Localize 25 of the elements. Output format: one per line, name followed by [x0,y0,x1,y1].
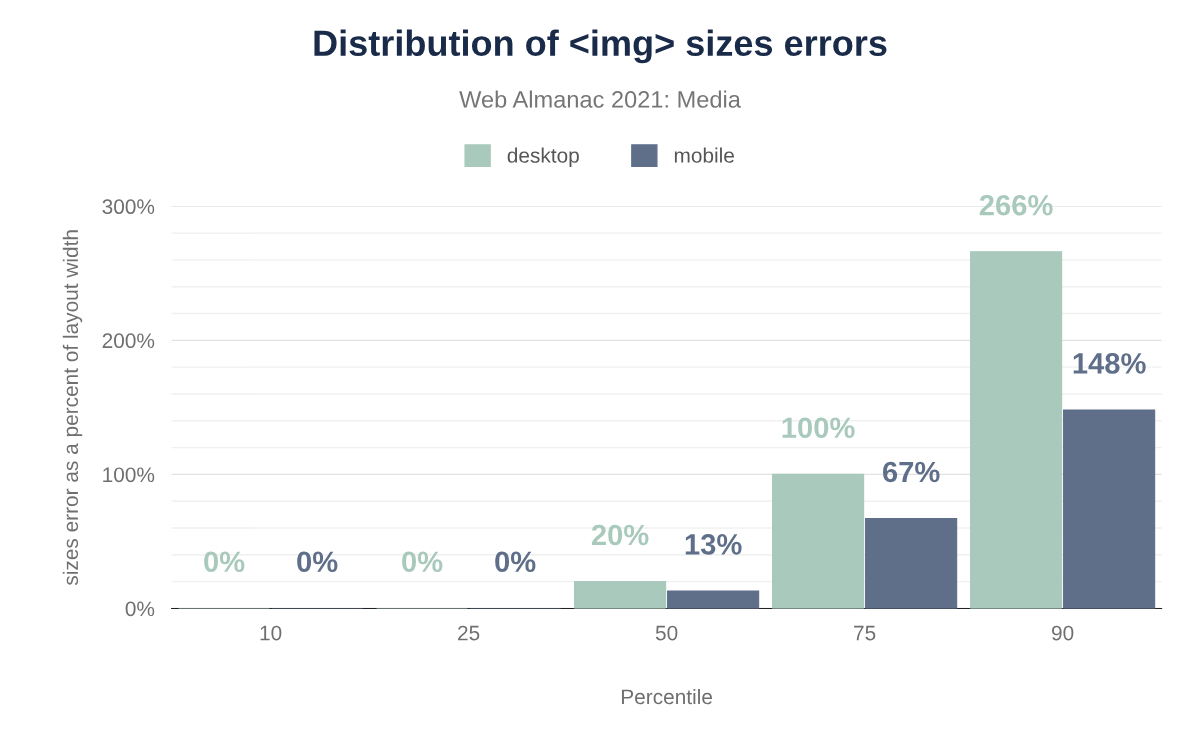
data-label: 67% [883,461,940,483]
y-axis-title: sizes error as a percent of layout width [62,230,83,586]
x-axis-title: Percentile [621,688,712,705]
data-label: 100% [782,417,855,439]
y-tick-label: 100% [103,467,155,483]
x-tick-label: 90 [1051,625,1074,641]
data-label: 148% [1073,353,1146,374]
data-label: 0% [297,551,338,573]
data-label: 266% [979,194,1053,216]
x-tick-label: 50 [655,625,678,641]
data-label: 0% [495,551,536,573]
x-tick-label: 10 [260,625,282,641]
data-label: 20% [591,524,649,546]
legend-label: mobile [674,147,734,163]
chart-title: Distribution of <img> sizes errors [314,29,887,64]
data-label: 13% [685,534,742,555]
x-tick-label: 75 [854,625,876,641]
legend-label: desktop [507,147,579,167]
data-label: 0% [204,551,245,573]
y-tick-label: 300% [102,199,155,215]
x-tick-label: 25 [458,625,480,641]
data-label: 0% [402,551,443,573]
y-tick-label: 200% [102,333,155,349]
chart-subtitle: Web Almanac 2021: Media [459,90,741,108]
y-tick-label: 0% [125,601,155,617]
